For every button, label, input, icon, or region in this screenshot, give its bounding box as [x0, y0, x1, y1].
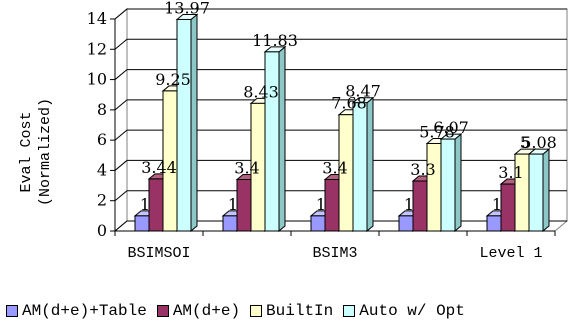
data-label: 3.4 [234, 159, 259, 178]
y-tick-label: 10 [87, 70, 107, 89]
y-tick-label: 6 [97, 130, 107, 149]
data-label: 9.25 [155, 70, 191, 89]
bar-front [412, 180, 428, 232]
bar-front [528, 153, 544, 232]
bar-front [148, 178, 164, 232]
x-axis: BSIMSOI BSIM3 Level 1 [114, 230, 556, 262]
bar-front [176, 18, 192, 232]
gridline [114, 99, 567, 111]
gridline [114, 8, 567, 20]
legend: AM(d+e)+Table AM(d+e) BuiltIn Auto w/ Opt [6, 302, 475, 320]
legend-swatch [343, 305, 356, 317]
data-labels: 1 3.44 9.25 13.97 1 3.4 8.43 11.83 1 3.4 7.688.47 1… [140, 0, 557, 214]
bar [439, 133, 463, 233]
bar [527, 148, 551, 233]
bar [175, 13, 199, 233]
x-tick-label: BSIMSOI [127, 245, 190, 262]
bar-front [486, 215, 502, 232]
gridline [114, 129, 567, 141]
gridline [114, 159, 567, 171]
y-tick-label: 2 [97, 191, 107, 210]
y-tick-label: 12 [87, 39, 107, 58]
data-label: 1 [492, 195, 502, 214]
bar-front [324, 179, 340, 232]
bar-side [190, 13, 198, 233]
y-tick-label: 8 [97, 100, 107, 119]
data-label: 5.78 [419, 122, 455, 141]
bar-front [264, 51, 280, 232]
bar-front [134, 215, 150, 232]
legend-item: AM(d+e) [156, 302, 241, 320]
data-label: 3.4 [322, 159, 347, 178]
bar-side [454, 133, 462, 233]
legend-label: Auto w/ Opt [359, 302, 465, 320]
gridline [114, 69, 567, 80]
legend-swatch [6, 305, 18, 317]
data-label: 8.43 [243, 82, 279, 101]
data-label: 6.07 [433, 118, 469, 137]
y-tick-label: 0 [97, 221, 107, 240]
legend-label: AM(d+e) [172, 302, 241, 320]
data-label: 3.3 [410, 160, 435, 179]
data-label: 1 [316, 195, 326, 214]
x-tick-label: BSIM3 [312, 245, 357, 262]
bar-side [542, 148, 550, 233]
legend-item: AM(d+e)+Table [6, 302, 147, 320]
bar-front [440, 138, 456, 232]
data-label: 8.47 [345, 82, 381, 101]
data-label: 1 [140, 195, 150, 214]
legend-item: Auto w/ Opt [343, 302, 465, 320]
legend-label: BuiltIn [266, 302, 334, 320]
legend-label: AM(d+e)+Table [22, 302, 147, 320]
data-label: 3.1 [498, 163, 523, 182]
legend-swatch [156, 305, 169, 317]
bar [351, 96, 375, 233]
data-label: 11.83 [252, 31, 298, 50]
legend-item: BuiltIn [250, 302, 333, 320]
bar-front [236, 179, 252, 232]
bar-front [398, 215, 414, 232]
y-tick-label: 4 [97, 160, 107, 179]
y-axis: 0 2 4 6 8 10 12 14 [87, 9, 116, 240]
bar-front [310, 215, 326, 232]
bar-front [222, 215, 238, 232]
data-label: 7.68 [331, 94, 367, 113]
legend-swatch [250, 305, 263, 317]
bar-front [426, 142, 442, 232]
data-label: 3.44 [141, 158, 177, 177]
bars [133, 13, 551, 233]
side-wall [114, 7, 128, 233]
x-tick-label: Level 1 [479, 245, 542, 262]
data-label: 13.97 [164, 0, 210, 17]
bar-side [278, 45, 286, 233]
data-label: 5.08 [521, 133, 557, 152]
data-label: 1 [404, 195, 414, 214]
bar [263, 45, 287, 233]
data-label: 1 [228, 195, 238, 214]
bar-side [366, 96, 374, 233]
y-axis-label-sub: (Normalized) [37, 98, 54, 206]
data-label: 5 [520, 133, 530, 152]
y-axis-label: Eval Cost [18, 111, 35, 192]
bar-front [352, 102, 368, 232]
gridline [114, 38, 567, 50]
y-tick-label: 14 [87, 9, 107, 28]
bar-front [500, 183, 516, 232]
